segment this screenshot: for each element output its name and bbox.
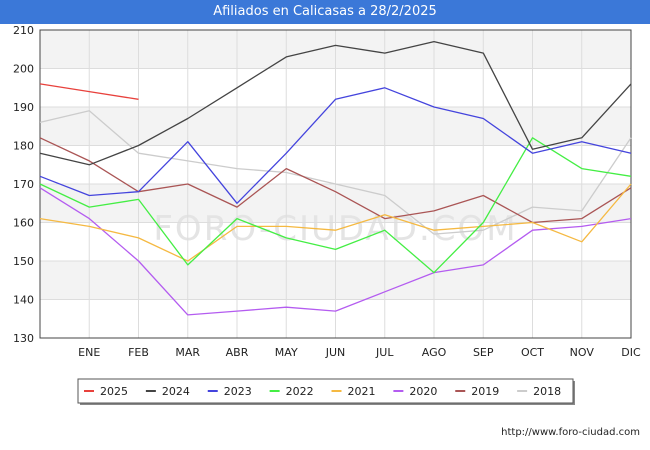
series-line-2025 [39,83,139,100]
y-tick-label: 160 [13,217,34,230]
y-tick-label: 150 [13,255,34,268]
x-tick-label: JUN [325,346,346,359]
legend-label-2025: 2025 [100,385,128,398]
x-axis-ticks: ENE FEB MAR ABR MAY JUN JUL AGO SEP OCT NOV DIC [78,346,641,359]
y-tick-label: 140 [13,294,34,307]
legend-label-2021: 2021 [348,385,376,398]
legend-label-2022: 2022 [286,385,314,398]
x-tick-label: SEP [473,346,494,359]
legend-label-2024: 2024 [162,385,190,398]
series-line-2023 [39,87,632,204]
x-tick-label: AGO [422,346,447,359]
x-tick-label: MAR [175,346,200,359]
x-tick-label: DIC [621,346,641,359]
y-tick-label: 190 [13,101,34,114]
series-layer [39,40,632,316]
legend-label-2023: 2023 [224,385,252,398]
legend-label-2019: 2019 [471,385,499,398]
legend: 2025 2024 2023 2022 2021 2020 2019 2018 [77,378,575,405]
y-tick-label: 170 [13,178,34,191]
x-tick-label: ENE [78,346,100,359]
y-tick-label: 200 [13,63,34,76]
legend-label-2020: 2020 [409,385,437,398]
legend-label-2018: 2018 [533,385,561,398]
series-line-2018 [39,110,632,235]
y-tick-label: 180 [13,140,34,153]
y-tick-label: 210 [13,24,34,37]
y-axis-ticks: 130 140 150 160 170 180 190 200 210 [13,24,34,345]
x-tick-label: MAY [275,346,298,359]
x-tick-label: FEB [128,346,149,359]
x-tick-label: JUL [375,346,394,359]
series-line-2024 [39,40,632,166]
legend-box [77,378,574,404]
chart-title: Afiliados en Calicasas a 28/2/2025 [0,0,650,24]
x-tick-label: NOV [570,346,595,359]
series-line-2020 [39,187,632,316]
y-tick-label: 130 [13,332,34,345]
series-line-2021 [39,183,632,262]
source-url[interactable]: http://www.foro-ciudad.com [501,427,640,438]
x-tick-label: ABR [226,346,249,359]
series-line-2022 [39,137,632,274]
x-tick-label: OCT [521,346,544,359]
